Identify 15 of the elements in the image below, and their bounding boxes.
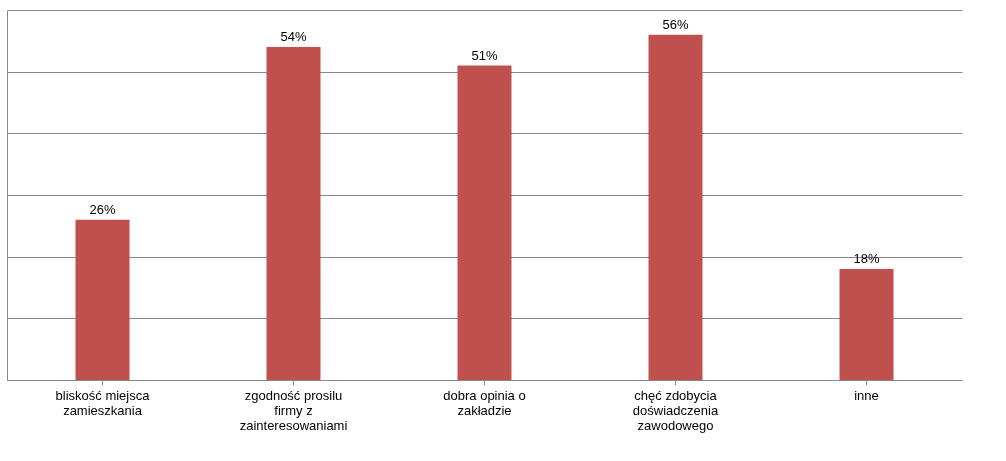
bar: [75, 219, 130, 380]
x-tick-label: dobra opinia o zakładzie: [443, 387, 526, 418]
data-label: 56%: [662, 16, 689, 32]
data-label: 18%: [853, 251, 880, 266]
data-label: 26%: [89, 201, 116, 217]
bar: [648, 34, 703, 380]
bar: [266, 47, 321, 380]
x-tick-label: bliskość miejsca zamieszkania: [55, 387, 151, 418]
bar: [839, 269, 894, 380]
bar: [457, 65, 512, 380]
x-tick-label: zgodność prosilu firmy z zainteresowaniami: [239, 387, 348, 433]
data-label: 51%: [471, 47, 498, 63]
data-label: 54%: [280, 29, 307, 44]
x-tick-label: chęć zdobycia doświadczenia zawodowego: [632, 387, 719, 433]
x-tick-label: inne: [854, 387, 879, 403]
